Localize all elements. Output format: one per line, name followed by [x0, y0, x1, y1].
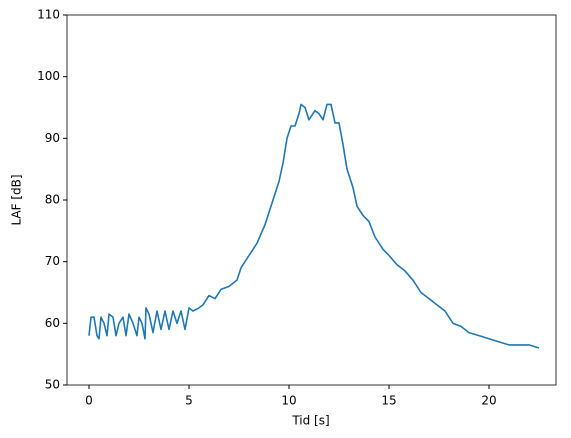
y-tick-label: 90	[45, 131, 60, 145]
x-tick-label: 10	[281, 394, 296, 408]
y-tick-label: 70	[45, 254, 60, 268]
plot-frame	[66, 14, 557, 386]
y-tick-label: 60	[45, 316, 60, 330]
x-tick-label: 15	[381, 394, 396, 408]
x-axis-label: Tid [s]	[291, 414, 329, 428]
y-tick-label: 100	[37, 69, 60, 83]
y-tick-label: 80	[45, 193, 60, 207]
x-tick-label: 5	[185, 394, 193, 408]
data-line	[88, 103, 540, 349]
x-tick-label: 20	[481, 394, 496, 408]
y-tick-label: 110	[37, 8, 60, 22]
y-axis-label: LAF [dB]	[10, 174, 24, 225]
x-tick-label: 0	[85, 394, 93, 408]
y-tick-label: 50	[45, 378, 60, 392]
